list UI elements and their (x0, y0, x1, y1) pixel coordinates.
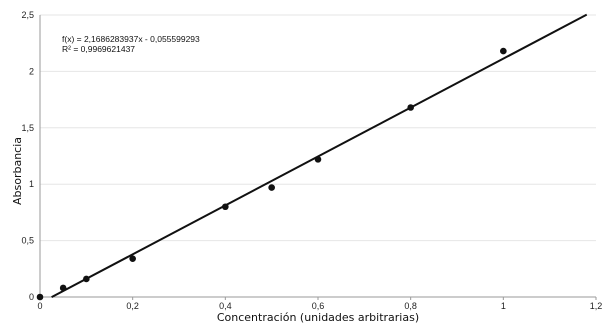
x-tick-label-3: 0,6 (312, 301, 325, 311)
x-axis-title: Concentración (unidades arbitrarias) (217, 311, 419, 324)
x-tick-label-6: 1,2 (590, 301, 603, 311)
y-tick-label-3: 1,5 (21, 123, 34, 133)
x-tick-label-1: 0,2 (126, 301, 139, 311)
x-tick-label-5: 1 (501, 301, 506, 311)
axes (39, 15, 597, 300)
trendline-equation: f(x) = 2,1686283937x - 0,055599293 (62, 34, 200, 44)
y-tick-label-0: 0 (29, 292, 34, 302)
x-tick-label-4: 0,8 (404, 301, 417, 311)
data-point-0 (36, 293, 44, 301)
data-point-6 (314, 156, 322, 163)
data-points (36, 47, 507, 301)
data-point-5 (268, 184, 275, 191)
data-point-1 (59, 284, 67, 292)
y-tick-label-5: 2,5 (21, 10, 34, 20)
y-tick-labels: 0 0,5 1 1,5 2 2,5 (21, 10, 34, 302)
data-point-7 (407, 104, 414, 111)
x-tick-labels: 0 0,2 0,4 0,6 0,8 1 1,2 (37, 301, 602, 311)
data-point-8 (500, 47, 507, 55)
y-axis-title: Absorbancia (11, 137, 24, 205)
trendline-group (51, 13, 588, 299)
trendline-r-squared: R² = 0,9969621437 (62, 44, 135, 54)
x-tick-label-0: 0 (37, 301, 42, 311)
y-tick-label-2: 1 (29, 179, 34, 189)
data-point-3 (129, 255, 136, 262)
data-point-4 (222, 203, 229, 211)
trendline (51, 13, 588, 299)
y-tick-label-4: 2 (29, 66, 34, 76)
y-tick-label-1: 0,5 (21, 236, 34, 246)
data-point-2 (83, 275, 90, 283)
x-tick-label-2: 0,4 (219, 301, 232, 311)
